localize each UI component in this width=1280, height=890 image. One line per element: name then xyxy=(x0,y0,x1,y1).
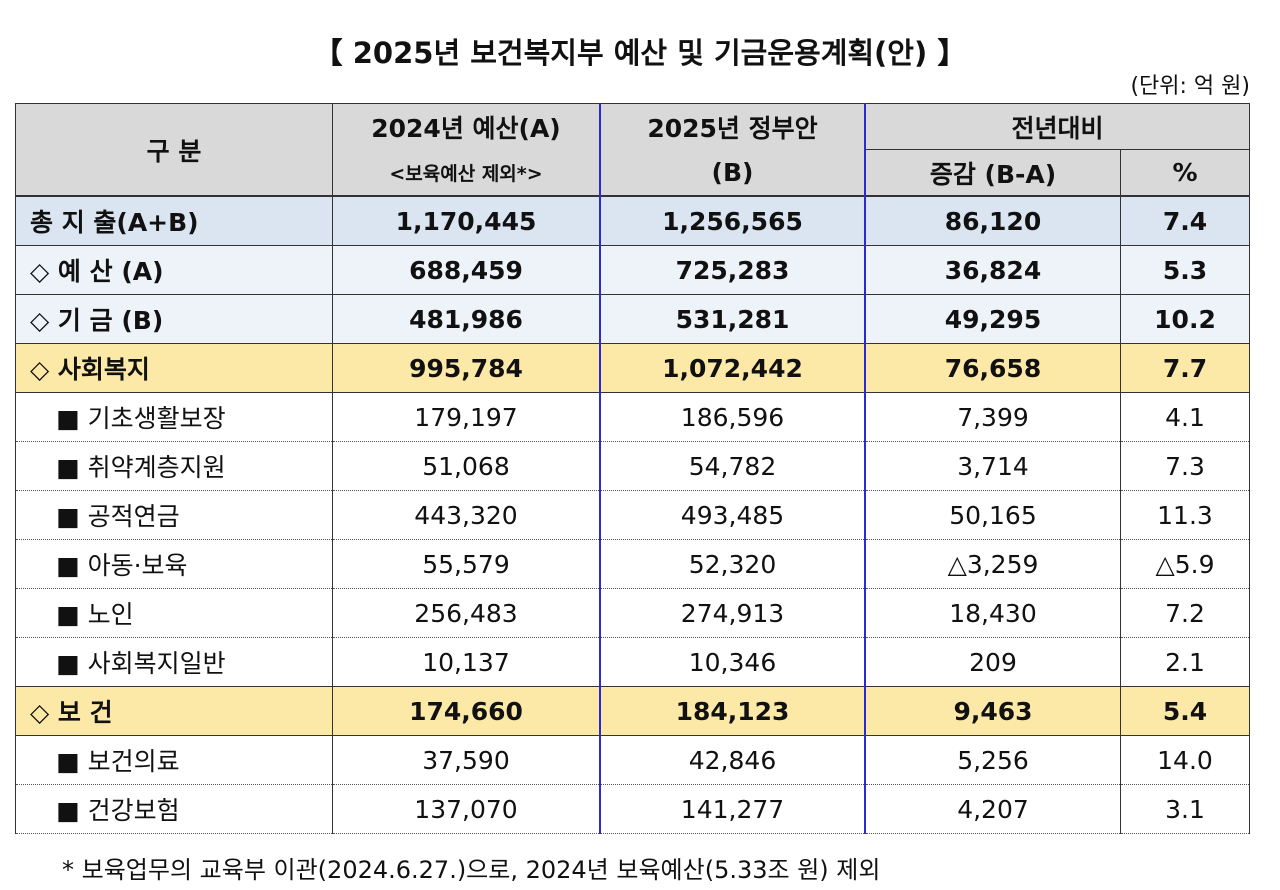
cell: 51,068 xyxy=(332,441,601,491)
cell: 174,660 xyxy=(332,686,601,736)
header-cell: 2024년 예산(A) xyxy=(332,103,601,150)
cell: 209 xyxy=(864,637,1121,687)
row-label: 총 지 출(A+B) xyxy=(15,195,333,246)
header-cell: 증감 (B-A) xyxy=(864,149,1121,197)
cell: 5.4 xyxy=(1120,686,1250,736)
cell: △5.9 xyxy=(1120,539,1250,589)
cell: 50,165 xyxy=(864,490,1121,540)
cell: 7.2 xyxy=(1120,588,1250,638)
cell: 52,320 xyxy=(599,539,866,589)
header-row: <보육예산 제외*> (B) 증감 (B-A) % xyxy=(16,149,1250,197)
cell: 995,784 xyxy=(332,343,601,393)
cell: 4.1 xyxy=(1120,392,1250,442)
row-label: ■ 기초생활보장 xyxy=(15,392,333,442)
table-row: ■ 취약계층지원 51,068 54,782 3,714 7.3 xyxy=(15,441,1250,491)
cell: 256,483 xyxy=(332,588,601,638)
cell: 186,596 xyxy=(599,392,866,442)
footnote: * 보육업무의 교육부 이관(2024.6.27.)으로, 2024년 보육예산… xyxy=(62,856,881,884)
cell: 2.1 xyxy=(1120,637,1250,687)
header-cell: % xyxy=(1120,149,1250,197)
cell: 5,256 xyxy=(864,735,1121,785)
row-label: ◇ 사회복지 xyxy=(15,343,333,393)
row-label: ◇ 예 산 (A) xyxy=(15,245,333,295)
cell: 54,782 xyxy=(599,441,866,491)
cell: 179,197 xyxy=(332,392,601,442)
row-label: ■ 건강보험 xyxy=(15,784,333,834)
table-row: ■ 공적연금 443,320 493,485 50,165 11.3 xyxy=(15,490,1250,540)
cell: 86,120 xyxy=(864,195,1121,246)
cell: 274,913 xyxy=(599,588,866,638)
cell: 443,320 xyxy=(332,490,601,540)
table-row: ◇ 예 산 (A) 688,459 725,283 36,824 5.3 xyxy=(15,245,1250,295)
table-row: ■ 노인 256,483 274,913 18,430 7.2 xyxy=(15,588,1250,638)
cell: 688,459 xyxy=(332,245,601,295)
cell: 10,346 xyxy=(599,637,866,687)
title: 【 2025년 보건복지부 예산 및 기금운용계획(안) 】 xyxy=(313,36,967,70)
table-row: ◇ 기 금 (B) 481,986 531,281 49,295 10.2 xyxy=(15,294,1250,344)
row-label: ■ 공적연금 xyxy=(15,490,333,540)
cell: 42,846 xyxy=(599,735,866,785)
table-row: ■ 사회복지일반 10,137 10,346 209 2.1 xyxy=(15,637,1250,687)
cell: 493,485 xyxy=(599,490,866,540)
cell: 14.0 xyxy=(1120,735,1250,785)
cell: 725,283 xyxy=(599,245,866,295)
cell: 1,170,445 xyxy=(332,195,601,246)
cell: 137,070 xyxy=(332,784,601,834)
budget-table: 구 분 2024년 예산(A) 2025년 정부안 전년대비 <보육예산 제외*… xyxy=(15,103,1250,834)
header-cell: 전년대비 xyxy=(864,103,1250,150)
cell: 49,295 xyxy=(864,294,1121,344)
cell: 76,658 xyxy=(864,343,1121,393)
unit: (단위: 억 원) xyxy=(1130,74,1250,99)
row-label: ■ 노인 xyxy=(15,588,333,638)
cell: 7.7 xyxy=(1120,343,1250,393)
cell: 37,590 xyxy=(332,735,601,785)
cell: 55,579 xyxy=(332,539,601,589)
cell: 7,399 xyxy=(864,392,1121,442)
header-cell: 구 분 xyxy=(15,103,333,197)
cell: 9,463 xyxy=(864,686,1121,736)
row-label: ■ 보건의료 xyxy=(15,735,333,785)
row-label: ■ 취약계층지원 xyxy=(15,441,333,491)
cell: 3,714 xyxy=(864,441,1121,491)
table-row: ■ 건강보험 137,070 141,277 4,207 3.1 xyxy=(15,784,1250,834)
cell: 36,824 xyxy=(864,245,1121,295)
cell: 1,256,565 xyxy=(599,195,866,246)
cell: 481,986 xyxy=(332,294,601,344)
header-note: <보육예산 제외*> xyxy=(332,149,601,197)
cell: 5.3 xyxy=(1120,245,1250,295)
cell: 10,137 xyxy=(332,637,601,687)
header-cell: (B) xyxy=(599,149,866,197)
cell: 184,123 xyxy=(599,686,866,736)
table-row: ■ 보건의료 37,590 42,846 5,256 14.0 xyxy=(15,735,1250,785)
cell: 10.2 xyxy=(1120,294,1250,344)
cell: 4,207 xyxy=(864,784,1121,834)
row-label: ◇ 기 금 (B) xyxy=(15,294,333,344)
table-row: ■ 기초생활보장 179,197 186,596 7,399 4.1 xyxy=(15,392,1250,442)
table-row: ■ 아동·보육 55,579 52,320 △3,259 △5.9 xyxy=(15,539,1250,589)
cell: 11.3 xyxy=(1120,490,1250,540)
header-row: 구 분 2024년 예산(A) 2025년 정부안 전년대비 xyxy=(15,103,1250,197)
cell: 7.4 xyxy=(1120,195,1250,246)
table-row: ◇ 보 건 174,660 184,123 9,463 5.4 xyxy=(15,686,1250,736)
cell: 141,277 xyxy=(599,784,866,834)
row-label: ◇ 보 건 xyxy=(15,686,333,736)
header-cell: 2025년 정부안 xyxy=(599,103,866,150)
cell: △3,259 xyxy=(864,539,1121,589)
row-label: ■ 아동·보육 xyxy=(15,539,333,589)
cell: 531,281 xyxy=(599,294,866,344)
cell: 1,072,442 xyxy=(599,343,866,393)
cell: 18,430 xyxy=(864,588,1121,638)
cell: 7.3 xyxy=(1120,441,1250,491)
table-row: 총 지 출(A+B) 1,170,445 1,256,565 86,120 7.4 xyxy=(15,195,1250,246)
table-row: ◇ 사회복지 995,784 1,072,442 76,658 7.7 xyxy=(15,343,1250,393)
cell: 3.1 xyxy=(1120,784,1250,834)
row-label: ■ 사회복지일반 xyxy=(15,637,333,687)
